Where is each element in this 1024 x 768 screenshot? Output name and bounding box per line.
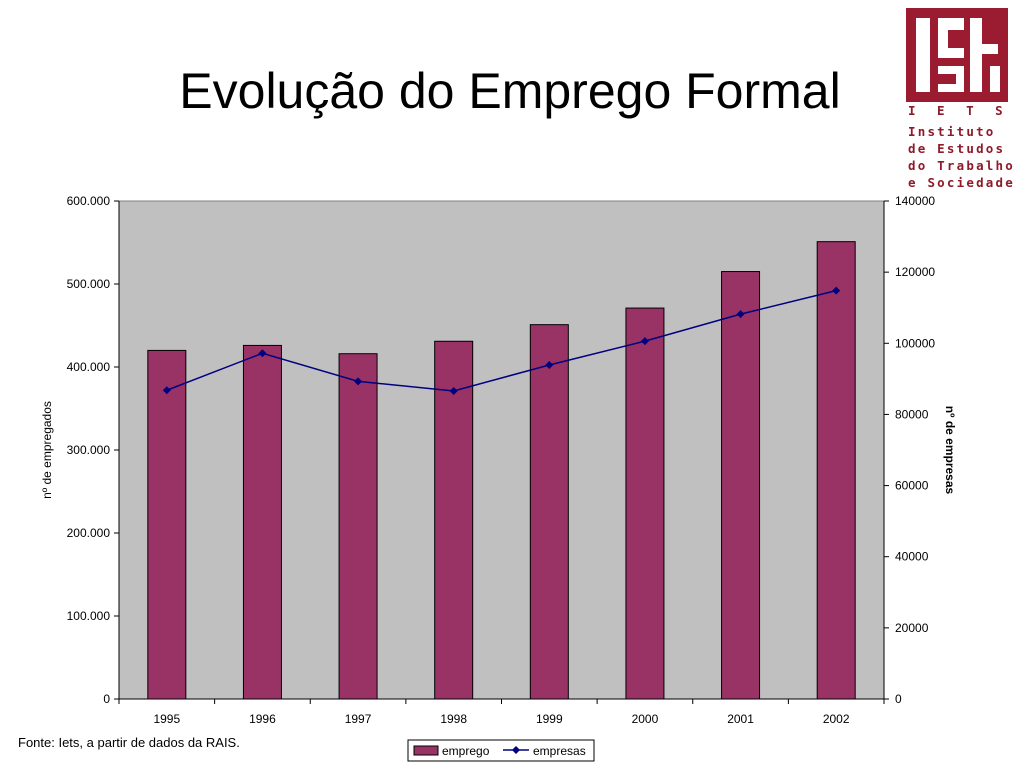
x-tick-label: 2001 <box>727 712 754 726</box>
y-tick-label: 0 <box>103 692 110 706</box>
bar-emprego-2000 <box>625 307 665 700</box>
y2-tick-label: 0 <box>895 692 902 706</box>
point-empresas-1995 <box>162 386 171 395</box>
legend-label-emprego: emprego <box>442 744 490 758</box>
point-empresas-2001 <box>736 310 745 319</box>
point-empresas-2002 <box>832 286 841 295</box>
point-empresas-1999 <box>545 360 554 369</box>
logo-mark-letters <box>916 18 1000 92</box>
bar-emprego-1998 <box>434 340 474 700</box>
x-tick-label: 1997 <box>345 712 372 726</box>
y-tick-label: 300.000 <box>67 443 111 457</box>
x-tick-label: 1996 <box>249 712 276 726</box>
slide-title: Evolução do Emprego Formal <box>179 63 841 119</box>
y2-axis-label: nº de empresas <box>943 406 957 495</box>
logo-line-4: e Sociedade <box>908 175 1015 190</box>
plot-area <box>118 200 885 700</box>
x-tick-label: 2002 <box>823 712 850 726</box>
y-tick-label: 400.000 <box>67 360 111 374</box>
y2-tick-label: 120000 <box>895 265 935 279</box>
legend-box <box>407 739 595 762</box>
legend-label-empresas: empresas <box>533 744 586 758</box>
y2-tick-label: 80000 <box>895 407 929 421</box>
legend-swatch-emprego <box>413 745 439 756</box>
y-tick-label: 600.000 <box>67 194 111 208</box>
bar-emprego-2001 <box>721 271 761 700</box>
x-tick-label: 1999 <box>536 712 563 726</box>
y-axis-label: nº de empregados <box>40 401 54 499</box>
legend-marker-empresas <box>512 746 520 754</box>
y2-tick-label: 20000 <box>895 621 929 635</box>
iets-logo <box>906 8 1008 102</box>
bar-emprego-1995 <box>147 349 187 700</box>
point-empresas-1997 <box>354 377 363 386</box>
point-empresas-1998 <box>449 386 458 395</box>
logo-line-1: Instituto <box>908 124 996 139</box>
bar-emprego-1999 <box>529 324 569 700</box>
line-empresas <box>166 289 837 392</box>
logo-acronym: I E T S <box>908 103 1010 118</box>
point-empresas-1996 <box>258 349 267 358</box>
y2-tick-label: 40000 <box>895 550 929 564</box>
point-empresas-2000 <box>640 337 649 346</box>
y-tick-label: 200.000 <box>67 526 111 540</box>
y2-tick-label: 60000 <box>895 479 929 493</box>
x-tick-label: 1998 <box>440 712 467 726</box>
y2-tick-label: 140000 <box>895 194 935 208</box>
bar-emprego-2002 <box>816 241 856 700</box>
logo-line-2: de Estudos <box>908 141 1006 156</box>
bar-emprego-1996 <box>242 344 282 700</box>
x-tick-label: 2000 <box>632 712 659 726</box>
logo-line-3: do Trabalho <box>908 158 1015 173</box>
x-tick-label: 1995 <box>153 712 180 726</box>
y2-tick-label: 100000 <box>895 336 935 350</box>
source-note: Fonte: Iets, a partir de dados da RAIS. <box>18 735 240 750</box>
y-tick-label: 500.000 <box>67 277 111 291</box>
y-tick-label: 100.000 <box>67 609 111 623</box>
legend: emprego empresas <box>407 739 595 762</box>
bar-emprego-1997 <box>338 353 378 700</box>
